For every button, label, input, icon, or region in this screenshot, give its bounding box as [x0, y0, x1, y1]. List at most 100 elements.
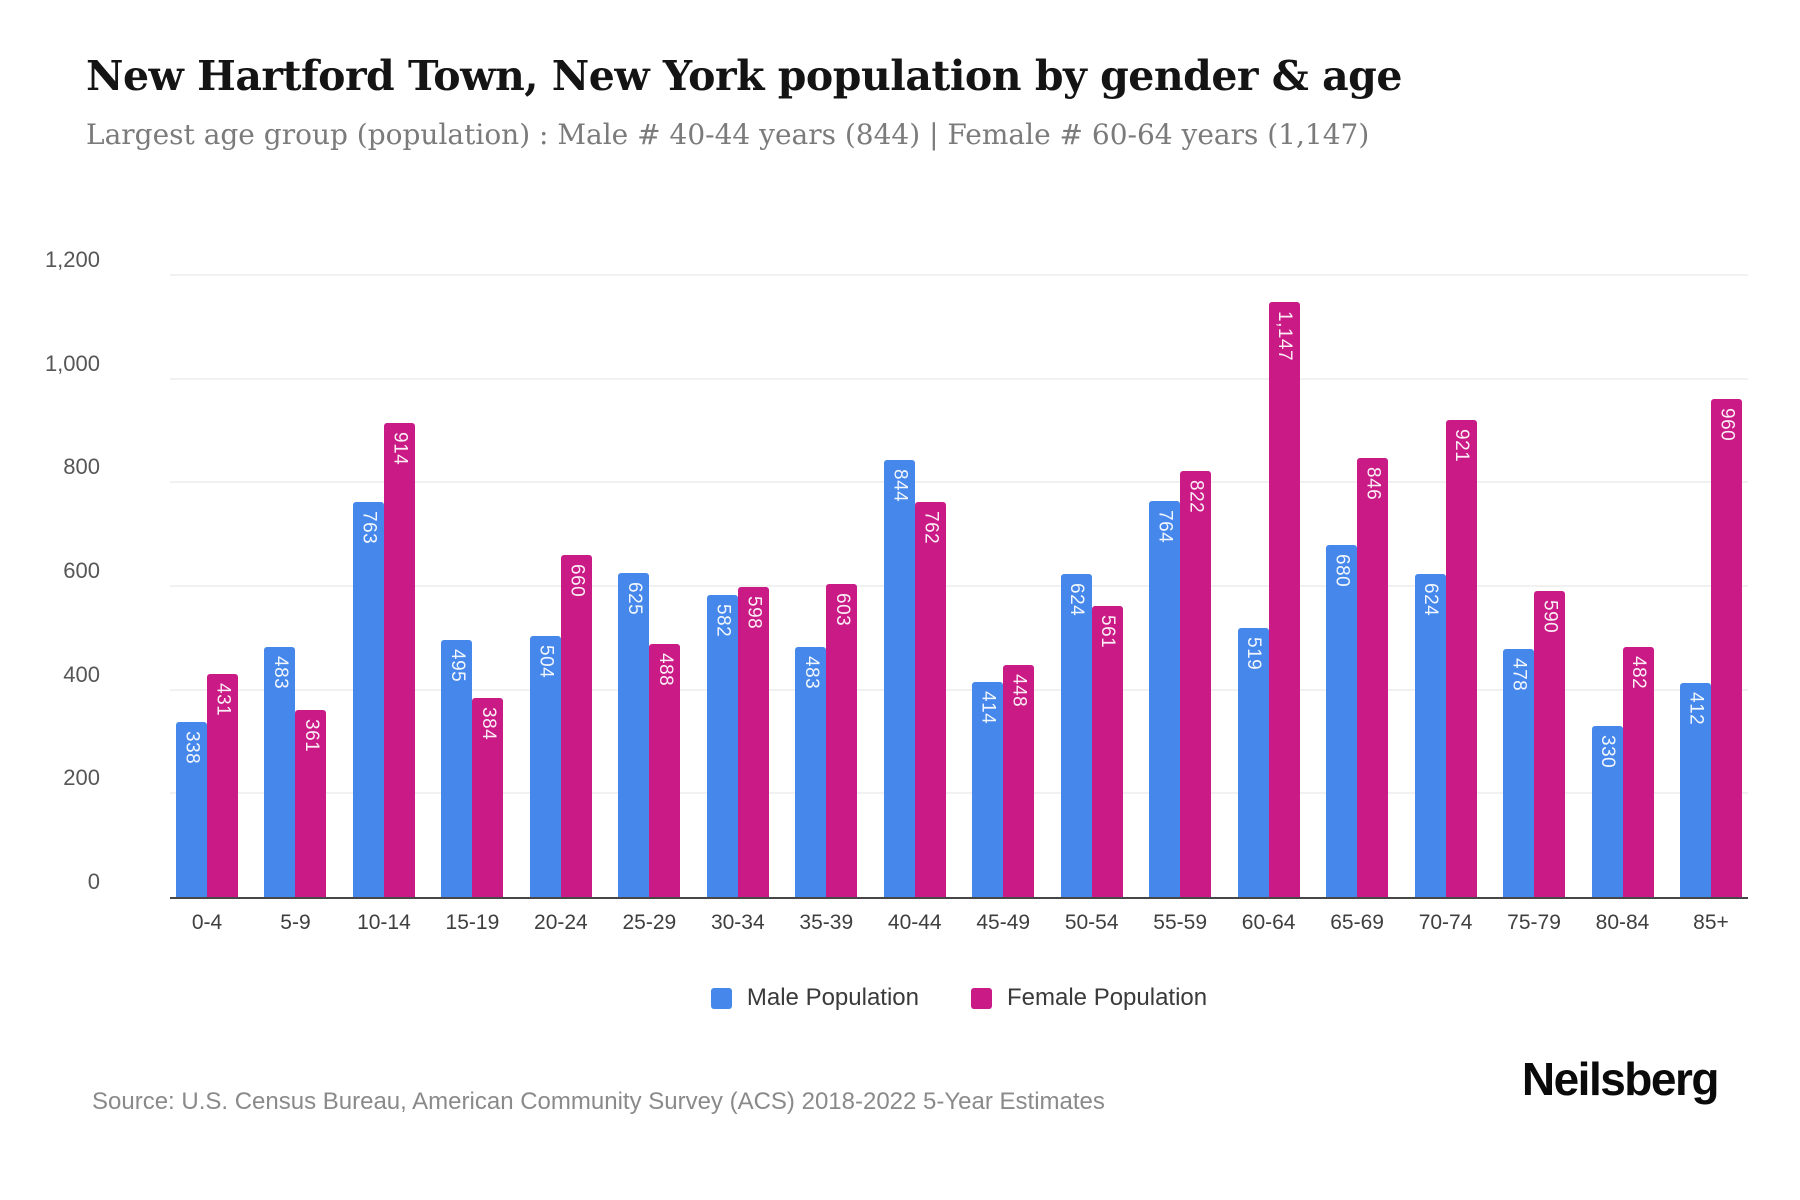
bar-value-label: 483: [269, 656, 291, 690]
legend: Male Population Female Population: [170, 984, 1748, 1012]
bar-value-label: 590: [1539, 600, 1561, 634]
bar-group-80-84: 330 482 80-84: [1591, 275, 1654, 934]
bar-value-label: 921: [1451, 429, 1473, 463]
y-tick-label-0: 0: [87, 869, 100, 894]
bar-female-50-54: 561: [1091, 606, 1123, 897]
bar-value-label: 603: [831, 593, 853, 627]
y-tick-label-600: 600: [63, 558, 100, 583]
x-tick-label-25-29: 25-29: [622, 911, 677, 934]
bar-value-label: 960: [1716, 408, 1738, 442]
bar-male-5-9: 483: [264, 647, 296, 897]
bar-value-label: 448: [1008, 674, 1030, 708]
gridline-600: [170, 585, 1748, 587]
gridline-1200: [170, 274, 1748, 276]
bar-group-0-4: 338 431 0-4: [176, 275, 238, 934]
male-legend-swatch-icon: [710, 987, 732, 1009]
x-tick-label-80-84: 80-84: [1595, 911, 1650, 934]
legend-label-female: Female Population: [1007, 984, 1208, 1011]
bar-value-label: 844: [889, 469, 911, 503]
y-tick-label-1000: 1,000: [44, 350, 100, 376]
bar-female-70-74: 921: [1445, 420, 1477, 897]
bar-value-label: 762: [920, 511, 942, 545]
bar-female-5-9: 361: [295, 710, 327, 897]
bar-male-50-54: 624: [1060, 574, 1092, 897]
bar-value-label: 338: [181, 731, 203, 765]
bar-female-25-29: 488: [649, 644, 681, 897]
bar-value-label: 561: [1097, 615, 1119, 649]
bar-group-55-59: 764 822 55-59: [1149, 275, 1212, 934]
gridline-400: [170, 688, 1748, 691]
bar-value-label: 764: [1154, 510, 1176, 544]
bar-male-45-49: 414: [972, 682, 1004, 897]
bar-female-0-4: 431: [207, 674, 238, 897]
bar-value-label: 625: [623, 582, 645, 616]
bar-group-50-54: 624 561 50-54: [1060, 275, 1123, 934]
bar-female-45-49: 448: [1003, 665, 1035, 897]
x-tick-label-70-74: 70-74: [1418, 911, 1473, 934]
female-legend-swatch-icon: [971, 987, 992, 1009]
x-tick-label-45-49: 45-49: [976, 911, 1031, 934]
bar-group-60-64: 519 1,147 60-64: [1237, 275, 1300, 934]
bar-value-label: 763: [358, 511, 380, 545]
bar-value-label: 504: [535, 645, 557, 679]
x-tick-label-50-54: 50-54: [1064, 911, 1119, 934]
bar-male-60-64: 519: [1237, 628, 1269, 897]
legend-item-female: Female Population: [971, 984, 1207, 1012]
bar-group-15-19: 495 384 15-19: [441, 275, 504, 934]
y-tick-label-1200: 1,200: [44, 247, 100, 272]
bar-value-label: 361: [300, 719, 322, 753]
bar-female-75-79: 590: [1534, 591, 1566, 897]
bar-group-30-34: 582 598 30-34: [706, 275, 769, 934]
bar-female-40-44: 762: [914, 502, 946, 897]
bar-group-25-29: 625 488 25-29: [618, 275, 681, 934]
bar-value-label: 478: [1508, 658, 1530, 692]
bar-group-85+: 412 960 85+: [1679, 275, 1742, 934]
bar-value-label: 483: [800, 656, 822, 690]
bar-value-label: 384: [477, 707, 499, 741]
x-tick-label-85+: 85+: [1693, 911, 1729, 934]
bar-value-label: 846: [1362, 467, 1384, 501]
bar-value-label: 414: [977, 691, 999, 725]
legend-label-male: Male Population: [746, 984, 919, 1011]
x-tick-label-5-9: 5-9: [280, 911, 311, 934]
bar-male-85+: 412: [1679, 683, 1711, 897]
legend-item-male: Male Population: [710, 984, 919, 1012]
bar-group-20-24: 504 660 20-24: [529, 275, 592, 934]
bar-value-label: 330: [1597, 735, 1618, 769]
bar-female-60-64: 1,147: [1268, 302, 1300, 897]
bar-female-65-69: 846: [1357, 458, 1389, 897]
x-tick-label-75-79: 75-79: [1507, 911, 1561, 934]
bar-male-55-59: 764: [1149, 501, 1181, 897]
chart-title: New Hartford Town, New York population b…: [86, 52, 1402, 100]
bar-group-10-14: 763 914 10-14: [352, 275, 415, 934]
bar-female-35-39: 603: [826, 584, 858, 897]
bar-value-label: 519: [1243, 637, 1265, 671]
bar-group-40-44: 844 762 40-44: [883, 275, 946, 934]
x-tick-label-55-59: 55-59: [1153, 911, 1208, 934]
x-tick-label-0-4: 0-4: [191, 911, 223, 934]
bar-female-10-14: 914: [383, 423, 415, 897]
bar-male-15-19: 495: [441, 640, 473, 897]
bar-male-40-44: 844: [883, 460, 915, 897]
y-tick-label-800: 800: [63, 454, 100, 480]
neilsberg-logo: Neilsberg: [1521, 1053, 1720, 1105]
bar-male-80-84: 330: [1591, 726, 1623, 897]
x-tick-label-10-14: 10-14: [357, 911, 411, 934]
bar-group-65-69: 680 846 65-69: [1326, 275, 1389, 934]
x-tick-label-60-64: 60-64: [1241, 911, 1296, 934]
bar-value-label: 482: [1628, 656, 1649, 690]
bar-value-label: 624: [1420, 583, 1442, 617]
bar-group-35-39: 483 603 35-39: [795, 275, 858, 934]
x-tick-label-20-24: 20-24: [534, 911, 588, 934]
bar-value-label: 624: [1066, 583, 1088, 617]
bar-value-label: 598: [743, 596, 765, 630]
bar-female-15-19: 384: [472, 698, 504, 897]
bar-group-75-79: 478 590 75-79: [1503, 275, 1566, 934]
bar-male-35-39: 483: [795, 647, 827, 897]
bar-value-label: 660: [566, 564, 588, 598]
bar-male-0-4: 338: [176, 722, 207, 897]
x-tick-label-65-69: 65-69: [1330, 911, 1384, 934]
gridline-1000: [170, 377, 1748, 380]
bar-male-75-79: 478: [1503, 649, 1535, 897]
bar-group-45-49: 414 448 45-49: [972, 275, 1035, 934]
